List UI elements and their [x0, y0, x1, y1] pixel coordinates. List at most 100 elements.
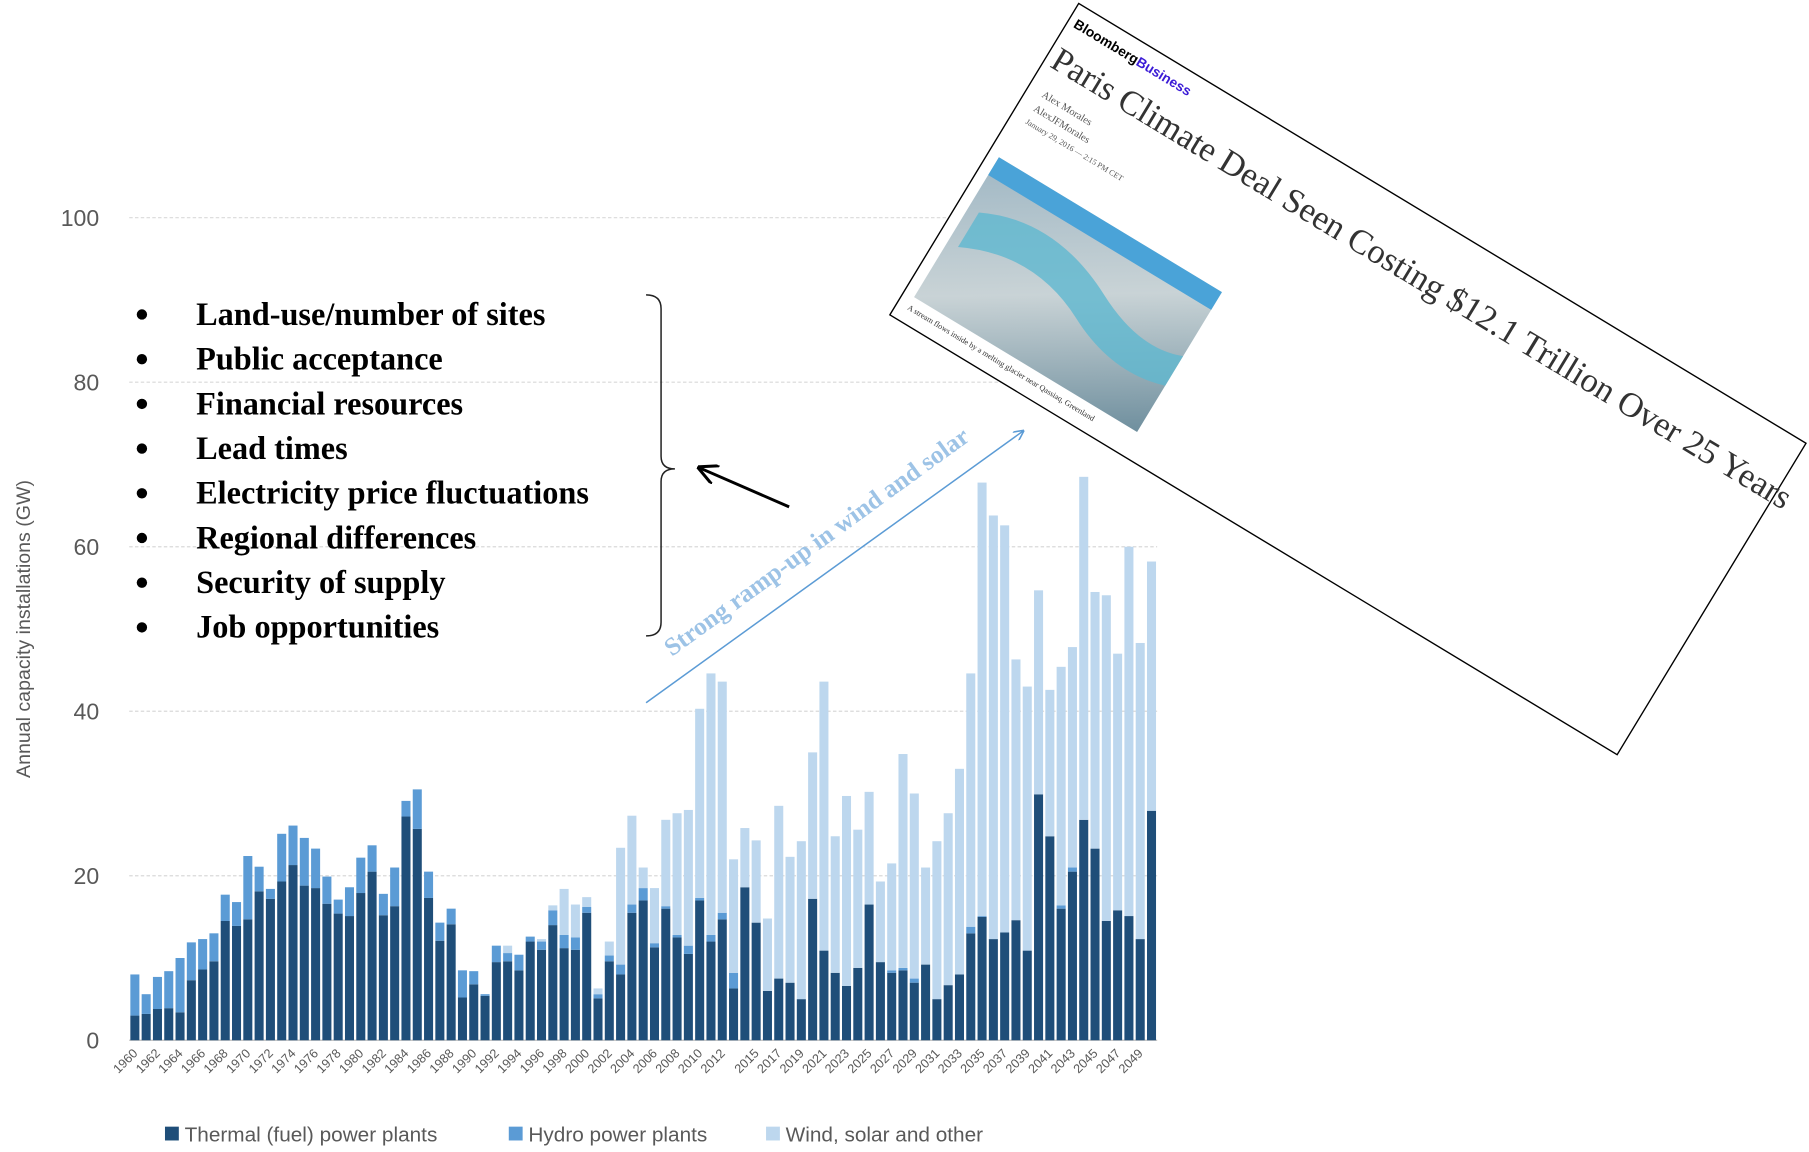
- bar-segment: [797, 841, 806, 999]
- x-tick-label: 2031: [913, 1046, 943, 1076]
- bar-segment: [560, 889, 569, 935]
- bar-segment: [232, 902, 241, 926]
- bar-segment: [1068, 872, 1077, 1041]
- y-tick-label: 20: [74, 863, 100, 889]
- bar-segment: [1011, 920, 1020, 1040]
- bar-segment: [876, 962, 885, 1040]
- y-tick-label: 80: [74, 369, 100, 395]
- bar-segment: [1091, 592, 1100, 849]
- bar-segment: [176, 958, 185, 1012]
- bar-segment: [209, 961, 218, 1040]
- bar-segment: [153, 1009, 162, 1040]
- bar-segment: [593, 994, 602, 998]
- x-tick-label: 1986: [404, 1046, 434, 1076]
- bar-segment: [853, 968, 862, 1040]
- bar-segment: [718, 913, 727, 920]
- x-tick-label: 2049: [1116, 1046, 1146, 1076]
- bar-segment: [334, 914, 343, 1041]
- bar-segment: [1045, 836, 1054, 1040]
- bar-segment: [582, 897, 591, 907]
- bar-segment: [469, 971, 478, 984]
- x-tick-label: 2039: [1003, 1046, 1033, 1076]
- bar-segment: [898, 754, 907, 968]
- bar-segment: [1124, 916, 1133, 1040]
- bar-segment: [322, 877, 331, 904]
- bar-segment: [978, 483, 987, 916]
- bar-segment: [560, 935, 569, 948]
- bar-segment: [729, 859, 738, 973]
- x-tick-label: 2037: [980, 1046, 1010, 1076]
- bar-segment: [842, 986, 851, 1040]
- bar-segment: [288, 865, 297, 1040]
- bar-segment: [164, 1008, 173, 1040]
- x-tick-label: 1964: [156, 1046, 186, 1076]
- bar-segment: [921, 868, 930, 965]
- x-tick-label: 2017: [754, 1046, 784, 1076]
- bar-segment: [1147, 811, 1156, 1040]
- x-tick-label: 1962: [133, 1046, 163, 1076]
- bullet-text: Regional differences: [196, 519, 476, 555]
- bar-segment: [571, 937, 580, 949]
- bar-segment: [514, 970, 523, 1040]
- bar-segment: [605, 961, 614, 1040]
- x-tick-label: 2002: [585, 1046, 615, 1076]
- bar-segment: [300, 886, 309, 1041]
- bar-segment: [673, 935, 682, 937]
- bar-segment: [695, 709, 704, 898]
- bar-segment: [311, 849, 320, 888]
- bar-segment: [752, 923, 761, 1041]
- arrow: [699, 468, 789, 507]
- bar-segment: [706, 935, 715, 942]
- bar-segment: [616, 965, 625, 975]
- x-tick-label: 1970: [224, 1046, 254, 1076]
- bar-segment: [582, 913, 591, 1040]
- bar-segment: [978, 916, 987, 917]
- bar-segment: [130, 1016, 139, 1041]
- bar-segment: [1057, 905, 1066, 908]
- bracket: [646, 295, 675, 636]
- bar-segment: [221, 921, 230, 1040]
- bar-segment: [1136, 643, 1145, 939]
- legend-label: Wind, solar and other: [786, 1124, 983, 1147]
- bar-segment: [266, 899, 275, 1040]
- bar-segment: [537, 950, 546, 1040]
- bar-segment: [164, 971, 173, 1008]
- x-tick-label: 2029: [890, 1046, 920, 1076]
- bar-segment: [1113, 654, 1122, 911]
- y-axis-label: Annual capacity installations (GW): [13, 480, 35, 778]
- bullet-dot: [137, 577, 147, 587]
- x-tick-label: 2004: [608, 1046, 638, 1076]
- annotation: Strong ramp-up in wind and solar: [659, 422, 975, 662]
- x-tick-label: 1984: [382, 1046, 412, 1076]
- bar-segment: [401, 801, 410, 817]
- bar-segment: [255, 867, 264, 892]
- bar-segment: [1000, 525, 1009, 932]
- bar-segment: [481, 994, 490, 996]
- bar-segment: [684, 810, 693, 946]
- legend: Thermal (fuel) power plantsHydro power p…: [165, 1124, 983, 1147]
- x-tick-label: 1982: [359, 1046, 389, 1076]
- bar-segment: [887, 973, 896, 1040]
- bar-segment: [209, 933, 218, 961]
- bar-segment: [684, 946, 693, 954]
- y-tick-label: 40: [74, 698, 100, 724]
- bar-segment: [876, 882, 885, 963]
- bar-segment: [661, 820, 670, 906]
- x-tick-label: 2015: [732, 1046, 762, 1076]
- bar-segment: [413, 789, 422, 828]
- bar-segment: [661, 906, 670, 908]
- bullet-dot: [137, 488, 147, 498]
- bar-segment: [639, 888, 648, 900]
- bar-segment: [763, 991, 772, 1040]
- bar-segment: [435, 923, 444, 941]
- x-tick-label: 2035: [958, 1046, 988, 1076]
- bar-segment: [786, 857, 795, 983]
- bar-segment: [661, 909, 670, 1041]
- bullet-text: Security of supply: [196, 564, 445, 600]
- trend-arrow: [646, 431, 1023, 703]
- bar-segment: [435, 941, 444, 1041]
- bar-segment: [695, 900, 704, 1040]
- x-tick-label: 1994: [495, 1046, 525, 1076]
- bar-segment: [910, 979, 919, 983]
